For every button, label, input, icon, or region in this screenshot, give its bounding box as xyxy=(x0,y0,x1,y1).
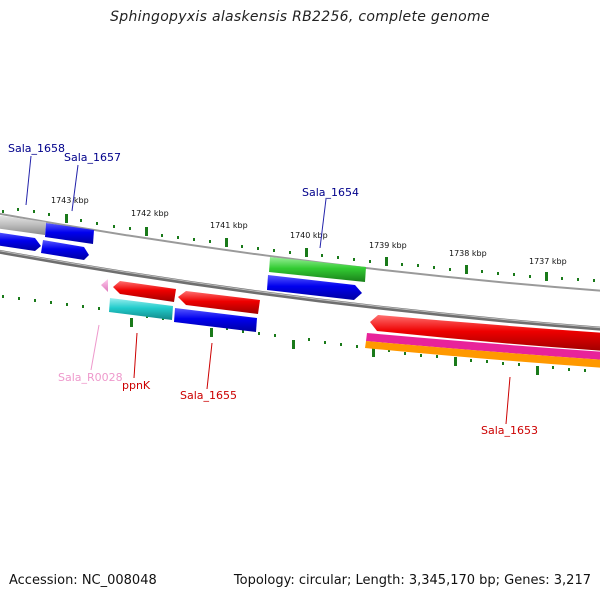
kbp-label: 1739 kbp xyxy=(369,241,407,250)
gene-label[interactable]: Sala_1658 xyxy=(8,142,65,155)
gene-label[interactable]: Sala_R0028 xyxy=(58,371,123,384)
kbp-label: 1743 kbp xyxy=(51,196,89,205)
feature-band-orange xyxy=(365,341,600,368)
gene-block-blue[interactable] xyxy=(45,223,94,244)
gene-arrow-blue[interactable] xyxy=(267,275,362,300)
gene-arrow-blue[interactable] xyxy=(41,240,89,260)
leader-line xyxy=(133,332,138,379)
topology-text: Topology: circular; Length: 3,345,170 bp… xyxy=(233,573,591,588)
gene-arrow-red[interactable] xyxy=(178,291,260,314)
feature-band-magenta xyxy=(366,333,600,360)
leader-line xyxy=(206,342,213,390)
leader-line xyxy=(90,324,100,371)
genome-backbone xyxy=(0,249,600,331)
gene-block-blue[interactable] xyxy=(174,308,257,332)
map-title: Sphingopyxis alaskensis RB2256, complete… xyxy=(110,9,490,25)
kbp-label: 1741 kbp xyxy=(210,221,248,230)
accession-text: Accession: NC_008048 xyxy=(9,573,157,588)
kbp-label: 1738 kbp xyxy=(449,249,487,258)
gene-block-cyan[interactable] xyxy=(109,298,173,320)
leader-line xyxy=(319,198,327,249)
leader-line xyxy=(71,164,79,212)
gene-label[interactable]: Sala_1653 xyxy=(481,424,538,437)
gene-label[interactable]: Sala_1655 xyxy=(180,389,237,402)
upper-scale-ticks xyxy=(2,208,595,282)
gene-label[interactable]: ppnK xyxy=(122,379,151,392)
gene-label[interactable]: Sala_1654 xyxy=(302,186,359,199)
kbp-label: 1737 kbp xyxy=(529,257,567,266)
genome-backbone-highlight xyxy=(0,250,600,329)
kbp-label: 1740 kbp xyxy=(290,231,328,240)
leader-line xyxy=(25,155,32,206)
gene-label[interactable]: Sala_1657 xyxy=(64,151,121,164)
gene-arrow-blue[interactable] xyxy=(0,232,41,251)
leader-line xyxy=(505,376,511,425)
gene-arrow-red[interactable] xyxy=(370,315,600,351)
gene-block-green[interactable] xyxy=(269,257,366,282)
gray-feature-block xyxy=(0,215,46,235)
gene-arrow-red[interactable] xyxy=(113,281,176,302)
rna-arrow-pink[interactable] xyxy=(101,279,108,292)
kbp-label: 1742 kbp xyxy=(131,209,169,218)
